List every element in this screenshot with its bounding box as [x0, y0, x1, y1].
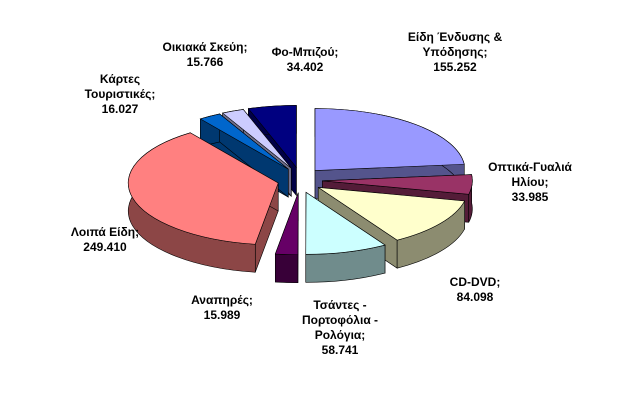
data-label: Οπτικά-Γυαλιά Ηλίου; 33.985: [480, 160, 580, 205]
value-label: 249.410: [83, 240, 127, 254]
category-label: Οικιακά Σκεύη;: [162, 40, 248, 54]
value-label: 15.766: [186, 55, 224, 69]
category-label: Οπτικά-Γυαλιά Ηλίου;: [488, 160, 572, 189]
category-label: Τσάντες - Πορτοφόλια - Ρολόγια;: [301, 298, 379, 342]
category-label: CD-DVD;: [449, 275, 501, 289]
slice-wall: [274, 253, 299, 284]
category-label: Φο-Μπιζού;: [271, 45, 339, 59]
slice: [318, 187, 466, 241]
data-label: Είδη Ένδυσης & Υπόδησης; 155.252: [400, 30, 510, 75]
slice: [247, 105, 297, 169]
category-label: Λοιπά Είδη;: [70, 225, 140, 239]
value-label: 16.027: [101, 102, 139, 116]
slice: [199, 113, 289, 170]
slice: [305, 191, 386, 255]
category-label: Κάρτες Τουριστικές;: [84, 72, 156, 101]
slice: [274, 192, 299, 256]
slice: [221, 109, 292, 169]
slice: [127, 132, 279, 245]
slice: [322, 174, 473, 195]
value-label: 15.989: [203, 308, 241, 322]
category-label: Είδη Ένδυσης & Υπόδησης;: [407, 30, 503, 59]
value-label: 34.402: [286, 60, 324, 74]
value-label: 33.985: [511, 190, 549, 204]
category-label: Αναπηρές;: [191, 293, 253, 307]
data-label: Φο-Μπιζού; 34.402: [260, 45, 350, 75]
data-label: Λοιπά Είδη; 249.410: [60, 225, 150, 255]
data-label: CD-DVD; 84.098: [430, 275, 520, 305]
data-label: Κάρτες Τουριστικές; 16.027: [75, 72, 165, 117]
value-label: 84.098: [456, 290, 494, 304]
data-label: Τσάντες - Πορτοφόλια - Ρολόγια; 58.741: [285, 298, 395, 358]
slice: [314, 108, 465, 171]
data-label: Αναπηρές; 15.989: [177, 293, 267, 323]
value-label: 155.252: [433, 60, 477, 74]
value-label: 58.741: [321, 343, 359, 357]
data-label: Οικιακά Σκεύη; 15.766: [155, 40, 255, 70]
